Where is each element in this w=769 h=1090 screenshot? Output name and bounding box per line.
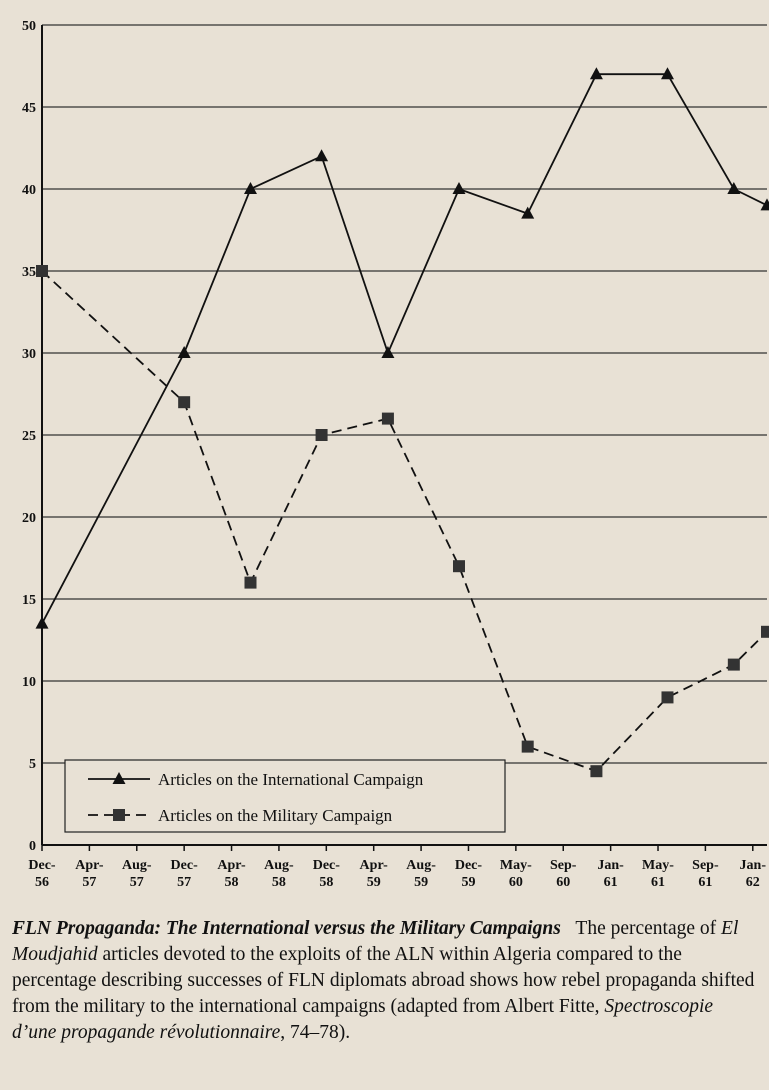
legend-box (64, 759, 506, 833)
y-tick-label: 35 (22, 265, 36, 280)
y-tick-label: 45 (22, 101, 36, 116)
marker (243, 182, 257, 194)
legend-label: Articles on the Military Campaign (158, 806, 393, 825)
x-tick-label: Dec-59 (454, 858, 483, 890)
marker (381, 412, 394, 425)
marker (36, 265, 48, 277)
y-tick-label: 30 (22, 347, 36, 362)
y-tick-label: 5 (29, 757, 36, 772)
x-tick-label: Jan-62 (739, 858, 766, 890)
x-tick-label: Aug-59 (406, 858, 436, 890)
marker (727, 658, 740, 671)
marker (521, 206, 535, 219)
marker (177, 346, 191, 358)
marker (761, 625, 769, 638)
series-line (41, 73, 768, 625)
x-tick-label: Dec-58 (312, 858, 340, 890)
x-tick-label: Apr-57 (75, 858, 104, 890)
y-tick-label: 10 (22, 675, 36, 690)
legend-marker (113, 809, 125, 821)
x-tick-label: Aug-58 (264, 858, 294, 890)
x-tick-label: May-61 (642, 858, 674, 890)
marker (660, 67, 674, 80)
y-tick-label: 40 (22, 183, 36, 198)
marker (452, 182, 466, 194)
x-tick-label: Dec-56 (28, 858, 56, 890)
y-tick-label: 20 (22, 511, 36, 526)
marker (35, 616, 49, 629)
caption-italic: Spectroscopie d’une propagande révolutio… (12, 996, 714, 1043)
marker (590, 765, 603, 778)
y-tick-label: 25 (22, 429, 36, 444)
caption-text: , 74–78). (280, 1022, 351, 1043)
y-tick-label: 0 (29, 839, 36, 854)
marker (521, 740, 534, 753)
x-tick-label: Apr-59 (359, 858, 388, 890)
x-tick-label: Aug-57 (121, 858, 152, 890)
marker (452, 560, 465, 573)
legend-label: Articles on the International Campaign (158, 770, 424, 789)
x-tick-label: Sep-60 (550, 858, 577, 890)
caption-text: The percentage of (575, 918, 722, 939)
x-tick-label: Jan-61 (597, 858, 624, 890)
caption: FLN Propaganda: The International versus… (12, 916, 757, 1046)
series-line (41, 270, 768, 773)
marker (661, 691, 674, 704)
x-tick-label: Apr-58 (217, 858, 246, 890)
caption-text: articles devoted to the exploits of the … (12, 944, 755, 1017)
marker (760, 198, 769, 211)
x-tick-label: May-60 (499, 858, 532, 890)
marker (315, 429, 328, 441)
caption-title: FLN Propaganda: The International versus… (12, 918, 561, 939)
x-tick-label: Sep-61 (692, 858, 719, 890)
y-tick-label: 50 (22, 19, 36, 34)
marker (315, 149, 329, 162)
marker (178, 396, 191, 409)
marker (727, 182, 741, 194)
legend-marker (112, 772, 126, 784)
marker (244, 576, 257, 589)
y-tick-label: 15 (22, 593, 36, 608)
chart: 0 5 10 15 20 25 30 35 40 45 50 Articles on the Inte… (22, 19, 769, 854)
x-tick-label: Dec-57 (170, 858, 198, 890)
caption-italic: El Moudjahid (12, 918, 739, 965)
marker (589, 67, 603, 80)
marker (381, 346, 395, 358)
legend: Articles on the International Campaign Ar… (64, 759, 506, 833)
